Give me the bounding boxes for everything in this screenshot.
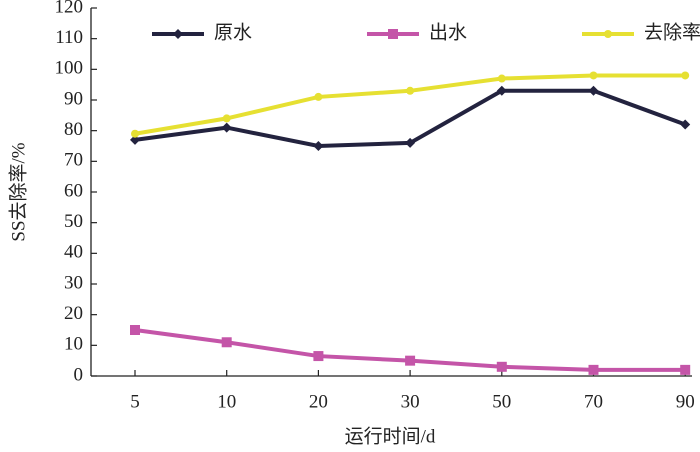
legend-label: 去除率	[644, 21, 700, 43]
marker	[588, 85, 599, 96]
marker	[314, 92, 323, 101]
x-tick-label: 10	[217, 391, 236, 412]
legend-marker	[604, 30, 612, 38]
marker	[680, 119, 691, 130]
marker	[405, 137, 416, 148]
y-tick-label: 60	[64, 180, 83, 201]
legend-label: 出水	[429, 21, 467, 43]
marker	[130, 325, 140, 335]
marker	[406, 86, 415, 95]
y-tick-label: 70	[64, 150, 83, 171]
y-tick-label: 40	[64, 242, 83, 263]
marker	[681, 71, 690, 80]
series-line	[134, 73, 686, 136]
legend-label: 原水	[214, 21, 252, 43]
marker	[131, 129, 139, 138]
marker	[497, 74, 506, 83]
legend-marker	[388, 29, 398, 39]
marker	[405, 355, 416, 366]
y-tick-label: 50	[64, 211, 83, 232]
x-tick-label: 30	[401, 391, 420, 412]
y-tick-label: 120	[55, 0, 84, 17]
y-tick-label: 80	[64, 119, 83, 140]
y-tick-label: 10	[64, 334, 83, 355]
marker	[221, 337, 232, 348]
x-tick-label: 90	[676, 391, 695, 412]
x-tick-label: 50	[492, 391, 511, 412]
x-tick-label: 20	[309, 391, 328, 412]
marker	[680, 364, 691, 375]
marker	[496, 361, 507, 372]
y-tick-label: 20	[64, 303, 83, 324]
x-tick-label: 5	[130, 391, 140, 412]
marker	[130, 134, 140, 145]
marker	[222, 114, 231, 123]
y-axis-label: SS去除率/%	[7, 142, 29, 241]
marker	[496, 85, 507, 96]
y-tick-label: 100	[55, 58, 84, 79]
legend-marker	[173, 29, 183, 39]
y-tick-label: 0	[74, 364, 84, 385]
y-tick-label: 90	[64, 88, 83, 109]
marker	[313, 141, 324, 151]
x-tick-label: 70	[584, 391, 603, 412]
marker	[589, 71, 598, 80]
x-axis-label: 运行时间/d	[345, 425, 436, 447]
marker	[221, 122, 232, 133]
y-tick-label: 110	[55, 27, 83, 48]
marker	[313, 351, 324, 362]
y-tick-label: 30	[64, 272, 83, 293]
marker	[588, 364, 599, 375]
